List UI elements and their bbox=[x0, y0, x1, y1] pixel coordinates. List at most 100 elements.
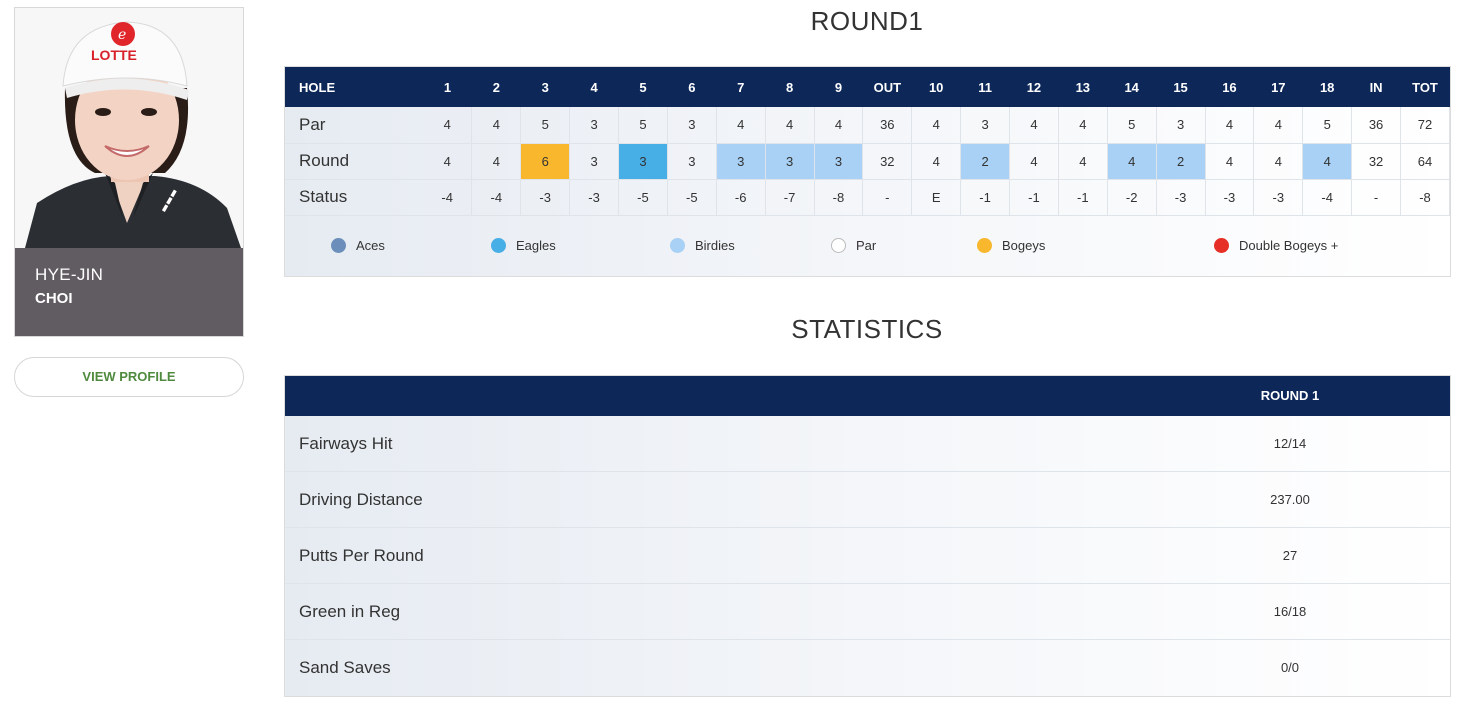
legend-item-aces: Aces bbox=[331, 237, 385, 253]
score-cell: 5 bbox=[1302, 107, 1353, 144]
score-cell: 5 bbox=[1107, 107, 1157, 144]
stat-row: Putts Per Round 27 bbox=[285, 528, 1450, 584]
cap-logo: LOTTE bbox=[91, 47, 137, 63]
score-cell: 4 bbox=[1253, 107, 1304, 144]
hole-header-cell: 5 bbox=[618, 67, 668, 107]
score-cell: 4 bbox=[716, 107, 766, 144]
score-cell: 5 bbox=[618, 107, 668, 144]
score-cell: -7 bbox=[765, 179, 815, 216]
score-cell: -3 bbox=[1205, 179, 1255, 216]
score-cell: -3 bbox=[1156, 179, 1206, 216]
score-cell: -5 bbox=[667, 179, 717, 216]
score-cell: 4 bbox=[911, 143, 962, 180]
score-cell: 2 bbox=[1156, 143, 1206, 180]
score-cell: 36 bbox=[862, 107, 913, 144]
player-last-name: CHOI bbox=[35, 290, 73, 307]
score-cell: -3 bbox=[1253, 179, 1304, 216]
eagles-dot-icon bbox=[491, 237, 506, 253]
player-name-box: HYE-JIN CHOI bbox=[15, 248, 243, 336]
double-bogeys-dot-icon bbox=[1214, 237, 1229, 253]
score-cell: -6 bbox=[716, 179, 766, 216]
score-cell: -1 bbox=[1058, 179, 1108, 216]
score-cell: 3 bbox=[716, 143, 766, 180]
score-cell: -4 bbox=[471, 179, 522, 216]
hole-header: HOLE bbox=[285, 67, 423, 107]
scorecard-table: HOLE 1 2 3 4 5 6 7 8 9 OUT 10 11 12 13 14 15 16 17 18 IN TOT … bbox=[285, 67, 1450, 216]
scorecard-header-row: HOLE 1 2 3 4 5 6 7 8 9 OUT 10 11 12 13 14 15 16 17 18 IN TOT bbox=[285, 67, 1450, 107]
score-cell: 3 bbox=[667, 143, 717, 180]
stat-row: Fairways Hit 12/14 bbox=[285, 416, 1450, 472]
legend-label: Par bbox=[856, 237, 877, 253]
score-cell: - bbox=[1351, 179, 1401, 216]
score-cell: 4 bbox=[1205, 107, 1255, 144]
hole-header-cell: 4 bbox=[569, 67, 619, 107]
hole-header-cell: 2 bbox=[471, 67, 521, 107]
score-cell: 4 bbox=[423, 143, 473, 180]
stat-row: Driving Distance 237.00 bbox=[285, 472, 1450, 528]
stat-label: Putts Per Round bbox=[299, 546, 424, 565]
view-profile-button[interactable]: VIEW PROFILE bbox=[14, 357, 244, 397]
score-cell: 36 bbox=[1351, 107, 1401, 144]
score-cell: 2 bbox=[960, 143, 1010, 180]
score-cell: E bbox=[911, 179, 962, 216]
legend-item-double-bogeys: Double Bogeys + bbox=[1214, 237, 1338, 253]
score-cell: 64 bbox=[1400, 143, 1450, 180]
svg-text:e: e bbox=[118, 27, 126, 43]
row-label: Par bbox=[285, 107, 423, 144]
score-cell: 4 bbox=[1058, 107, 1108, 144]
legend-item-bogeys: Bogeys bbox=[977, 237, 1046, 253]
hole-header-cell: 16 bbox=[1205, 67, 1254, 107]
stat-label: Sand Saves bbox=[299, 658, 391, 677]
stat-label: Green in Reg bbox=[299, 602, 401, 621]
score-cell: 4 bbox=[1107, 143, 1157, 180]
score-cell: 72 bbox=[1400, 107, 1450, 144]
score-cell: -8 bbox=[1400, 179, 1450, 216]
scorecard-row-par: Par 4 4 5 3 5 3 4 4 4 36 4 3 4 4 5 3 4 4 5 36 72 bbox=[285, 107, 1450, 144]
hole-header-cell: 15 bbox=[1156, 67, 1205, 107]
hole-header-cell: 6 bbox=[667, 67, 717, 107]
score-cell: -3 bbox=[569, 179, 619, 216]
score-cell: 3 bbox=[960, 107, 1010, 144]
hole-header-cell: 7 bbox=[716, 67, 766, 107]
hole-header-cell: 18 bbox=[1302, 67, 1352, 107]
statistics-table: ROUND 1 Fairways Hit 12/14 Driving Distanc… bbox=[284, 375, 1451, 697]
stat-label: Fairways Hit bbox=[299, 434, 393, 453]
hole-header-cell: 14 bbox=[1107, 67, 1157, 107]
score-cell: 4 bbox=[765, 107, 815, 144]
legend-label: Bogeys bbox=[1002, 237, 1046, 253]
score-cell: 3 bbox=[814, 143, 864, 180]
score-cell: -3 bbox=[520, 179, 571, 216]
score-cell: 5 bbox=[520, 107, 571, 144]
score-legend: Aces Eagles Birdies Par Bogeys Double Bogeys … bbox=[285, 216, 1450, 276]
scorecard-row-status: Status -4 -4 -3 -3 -5 -5 -6 -7 -8- E -1 -1 -1 -2 -3 -3 -3… bbox=[285, 179, 1450, 216]
statistics-column-header: ROUND 1 bbox=[1260, 388, 1320, 403]
player-photo: e LOTTE ▬▬▬ bbox=[15, 8, 243, 248]
scorecard: HOLE 1 2 3 4 5 6 7 8 9 OUT 10 11 12 13 14 15 16 17 18 IN TOT … bbox=[284, 66, 1451, 277]
score-cell: -5 bbox=[618, 179, 668, 216]
statistics-title: STATISTICS bbox=[791, 314, 943, 344]
score-cell: 4 bbox=[423, 107, 473, 144]
player-card: e LOTTE ▬▬▬ HYE-JIN CHOI bbox=[14, 7, 244, 337]
score-cell: - bbox=[862, 179, 913, 216]
score-cell: -4 bbox=[1302, 179, 1353, 216]
score-cell: 4 bbox=[1253, 143, 1304, 180]
score-cell: 4 bbox=[471, 107, 522, 144]
score-cell: -2 bbox=[1107, 179, 1157, 216]
hole-header-cell: 1 bbox=[423, 67, 472, 107]
hole-header-cell: 17 bbox=[1253, 67, 1303, 107]
score-cell: 4 bbox=[1302, 143, 1353, 180]
score-cell: 32 bbox=[1351, 143, 1401, 180]
player-first-name: HYE-JIN bbox=[35, 265, 104, 284]
score-cell: 32 bbox=[862, 143, 913, 180]
statistics-header: ROUND 1 bbox=[285, 376, 1450, 416]
score-cell: 3 bbox=[1156, 107, 1206, 144]
round-title: ROUND1 bbox=[810, 6, 924, 36]
score-cell: 3 bbox=[765, 143, 815, 180]
hole-header-cell: IN bbox=[1351, 67, 1401, 107]
hole-header-cell: 9 bbox=[814, 67, 863, 107]
birdies-dot-icon bbox=[670, 237, 685, 253]
stat-value: 237.00 bbox=[1270, 492, 1310, 507]
score-cell: 4 bbox=[1205, 143, 1255, 180]
score-cell: 4 bbox=[471, 143, 522, 180]
score-cell: 4 bbox=[1058, 143, 1108, 180]
